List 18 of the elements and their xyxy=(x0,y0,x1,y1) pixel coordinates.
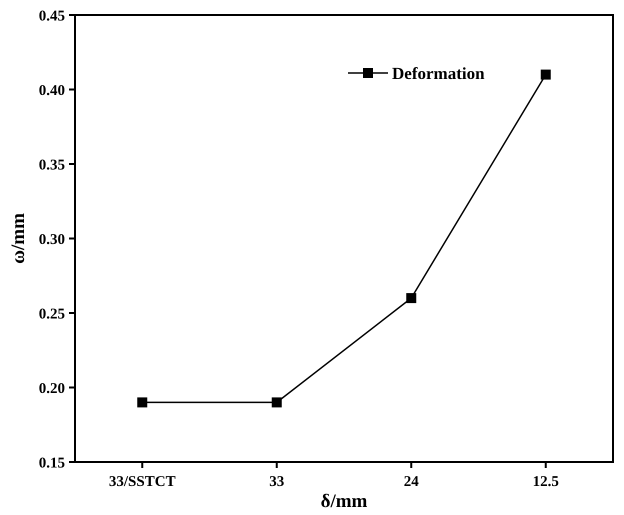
y-tick-label: 0.45 xyxy=(38,8,65,24)
point xyxy=(406,293,416,304)
y-tick-label: 0.20 xyxy=(38,380,65,397)
y-tick-label: 0.25 xyxy=(38,306,65,322)
point xyxy=(272,397,282,408)
y-tick-label: 0.35 xyxy=(38,157,65,174)
y-tick-label: 0.30 xyxy=(38,232,65,248)
x-tick-label: 33/SSTCT xyxy=(108,474,176,490)
point xyxy=(540,70,551,80)
y-axis-title: ω/mm xyxy=(8,212,29,264)
y-tick-label: 0.15 xyxy=(38,455,65,472)
x-axis-title: δ/mm xyxy=(320,491,368,512)
x-tick-label: 24 xyxy=(404,474,420,490)
y-tick-label: 0.40 xyxy=(38,82,65,99)
x-tick-label: 33 xyxy=(269,474,284,490)
point xyxy=(137,397,148,408)
x-tick-label: 12.5 xyxy=(532,474,559,490)
legend-label: Deformation xyxy=(392,64,486,83)
